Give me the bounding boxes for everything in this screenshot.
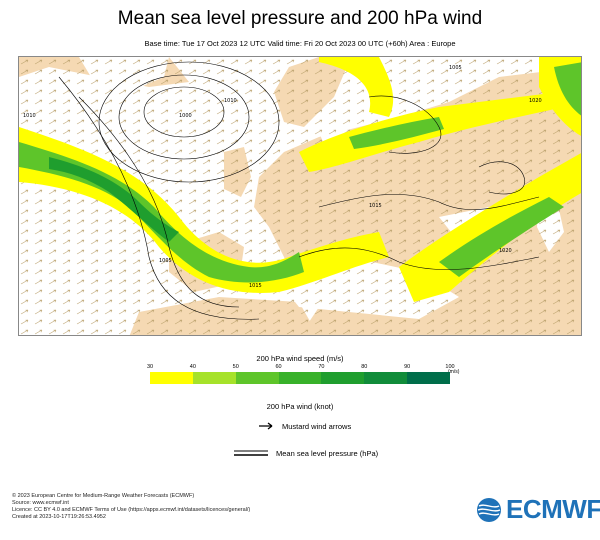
tick-label: 40 bbox=[189, 364, 196, 370]
jet-green-right bbox=[554, 62, 581, 116]
isobar-label: 1000 bbox=[179, 113, 192, 119]
mslp-legend: Mean sea level pressure (hPa) bbox=[234, 447, 378, 459]
isobar-east-1 bbox=[318, 194, 540, 210]
tick-label: 70 bbox=[318, 364, 325, 370]
isobar-label: 1020 bbox=[529, 98, 542, 104]
isobar-trough-2 bbox=[58, 76, 260, 320]
isobar-label: 1005 bbox=[449, 65, 462, 71]
isobar-ring-east bbox=[478, 161, 526, 195]
isobar-line-icon bbox=[234, 450, 268, 456]
jet-core-main bbox=[49, 157, 179, 242]
jet-yellow-upper bbox=[319, 57, 394, 117]
colorbar-swatch bbox=[192, 372, 236, 384]
colorbar-swatch bbox=[407, 372, 451, 384]
footer-created: Created at 2023-10-17T19:26:53.4952 bbox=[12, 514, 106, 520]
isobar-low-ring-3 bbox=[98, 61, 280, 183]
isobar-trough-1 bbox=[78, 96, 240, 308]
isobar-east-2 bbox=[298, 247, 540, 270]
jet-yellow-main bbox=[19, 127, 389, 293]
isobar-low-center bbox=[143, 86, 225, 138]
colorbar-swatch bbox=[150, 372, 193, 384]
weather-map: 1010 1010 1005 1015 1015 1000 1005 1020 … bbox=[18, 56, 582, 336]
tick-label: 30 bbox=[146, 364, 154, 370]
chart-subtitle: Base time: Tue 17 Oct 2023 12 UTC Valid … bbox=[144, 39, 456, 48]
tick-label: 100 bbox=[445, 364, 455, 370]
isobars bbox=[58, 61, 540, 320]
isobar-label: 1010 bbox=[23, 113, 36, 119]
footer-copyright: © 2023 European Centre for Medium-Range … bbox=[12, 493, 195, 499]
isobar-low-ring-2 bbox=[118, 74, 250, 160]
isobar-north bbox=[368, 95, 442, 154]
colorbar bbox=[150, 372, 451, 384]
jet-green-east bbox=[439, 197, 564, 277]
isobar-label: 1015 bbox=[249, 283, 262, 289]
jet-green-north bbox=[349, 117, 444, 149]
isobar-labels: 1010 1010 1005 1015 1015 1000 1005 1020 … bbox=[23, 65, 542, 289]
tick-label: 60 bbox=[275, 364, 282, 370]
arrow-legend: Mustard wind arrows bbox=[258, 420, 351, 432]
colorbar-swatch bbox=[364, 372, 408, 384]
footer-credits: © 2023 European Centre for Medium-Range … bbox=[12, 493, 250, 521]
colorbar-swatch bbox=[321, 372, 365, 384]
tick-label: 80 bbox=[361, 364, 368, 370]
arrow-right-icon bbox=[259, 422, 273, 430]
ecmwf-logo-text: ECMWF bbox=[506, 494, 600, 524]
tick-label: 90 bbox=[404, 364, 411, 370]
isobar-label: 1005 bbox=[159, 258, 172, 264]
isobar-label: 1020 bbox=[499, 248, 512, 254]
chart-title: Mean sea level pressure and 200 hPa wind bbox=[117, 8, 483, 29]
footer-licence: Licence: CC BY 4.0 and ECMWF Terms of Us… bbox=[12, 507, 251, 513]
ecmwf-logo: ECMWF bbox=[476, 494, 600, 525]
mslp-legend-label: Mean sea level pressure (hPa) bbox=[276, 448, 379, 458]
isobar-label: 1010 bbox=[224, 98, 237, 104]
colorbar-ticks: 30 40 50 60 70 80 90 100 bbox=[146, 364, 455, 374]
ecmwf-globe-icon bbox=[477, 497, 501, 522]
isobar-label: 1015 bbox=[369, 203, 382, 209]
arrow-legend-label: Mustard wind arrows bbox=[282, 421, 352, 431]
colorbar-unit: (m/s) bbox=[448, 369, 460, 375]
colorbar-title: 200 hPa wind speed (m/s) bbox=[256, 354, 344, 363]
wind-knot-label: 200 hPa wind (knot) bbox=[266, 402, 334, 411]
colorbar-swatch bbox=[235, 372, 279, 384]
footer-source: Source: www.ecmwf.int bbox=[12, 500, 69, 506]
colorbar-swatch bbox=[278, 372, 322, 384]
tick-label: 50 bbox=[232, 364, 239, 370]
